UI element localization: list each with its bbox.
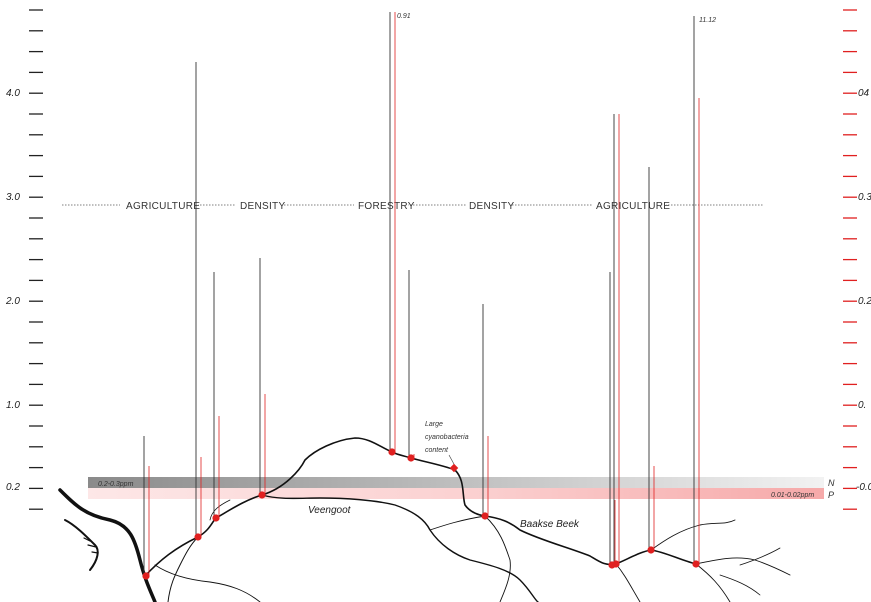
zone-label-density-2: DENSITY	[469, 201, 514, 212]
cyano-marker	[449, 463, 459, 473]
station-point-7	[481, 512, 489, 520]
nitrogen-band-label: 0.2-0.3ppm	[98, 481, 134, 488]
measurement-bars	[142, 12, 700, 580]
right-tick-label-1: 0.	[858, 400, 866, 411]
left-tick-label-0: 0.2	[6, 482, 20, 493]
river-network	[58, 437, 791, 602]
right-tick-label-3: 0.3	[858, 192, 871, 203]
station-point-3	[258, 491, 266, 499]
river-label-veengoot: Veengoot	[308, 505, 352, 516]
station-point-5	[407, 454, 415, 462]
zone-label-forestry: FORESTRY	[358, 201, 415, 212]
station-point-8	[647, 546, 655, 554]
left-tick-label-4: 4.0	[6, 88, 20, 99]
station-point-2	[212, 514, 220, 522]
left-axis	[29, 9, 43, 510]
right-tick-label-2: 0.2	[858, 296, 871, 307]
left-tick-label-1: 1.0	[6, 400, 20, 411]
phosphorus-band-label: 0.01-0.02ppm	[771, 492, 814, 499]
station-point-10	[608, 561, 616, 569]
zone-label-density-1: DENSITY	[240, 201, 285, 212]
peak-value-left: 0.91	[397, 13, 411, 20]
zone-label-agriculture-1: AGRICULTURE	[126, 201, 200, 212]
nitrogen-band	[88, 477, 824, 488]
peak-value-right: 11.12	[699, 17, 716, 24]
right-tick-label-4: 04	[858, 88, 870, 99]
p-label: P	[828, 490, 834, 500]
cyano-annotation-line2: cyanobacteria	[425, 434, 469, 441]
phosphorus-band	[88, 488, 824, 499]
station-point-0	[142, 572, 150, 580]
right-tick-label-0: -0.0	[856, 482, 871, 493]
left-tick-label-3: 3.0	[6, 192, 20, 203]
cyano-annotation-line1: Large	[425, 421, 443, 428]
station-point-4	[388, 448, 396, 456]
n-label: N	[828, 478, 835, 488]
station-point-1	[194, 533, 202, 541]
zone-label-agriculture-2: AGRICULTURE	[596, 201, 670, 212]
station-point-9	[692, 560, 700, 568]
left-tick-label-2: 2.0	[5, 296, 20, 307]
right-axis	[843, 9, 857, 510]
river-label-baakse-beek: Baakse Beek	[520, 519, 580, 530]
cyano-annotation-line3: content	[425, 447, 449, 454]
